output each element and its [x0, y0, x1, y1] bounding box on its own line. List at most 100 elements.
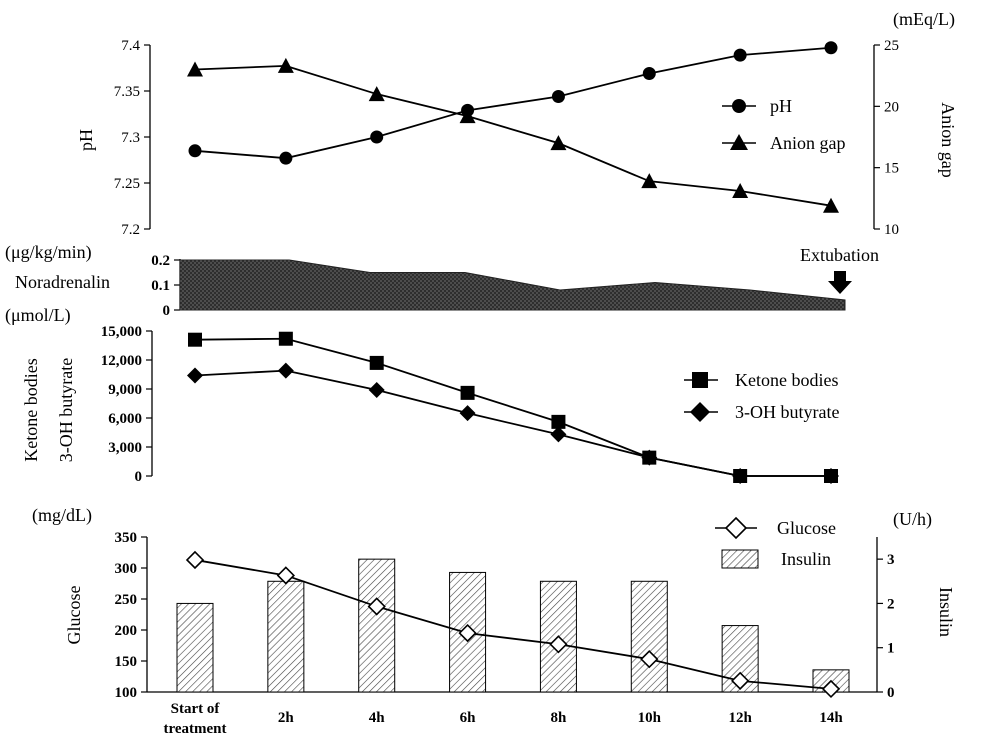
3-oh-butyrate-point — [277, 362, 294, 379]
glucose-legend-item: Glucose — [715, 516, 836, 540]
ketone-bodies-point — [460, 385, 475, 400]
ph-point — [279, 151, 293, 165]
anion-gap-unit: (mEq/L) — [893, 9, 955, 30]
ketone-bodies-point — [278, 331, 293, 346]
insulin-axis-label: Insulin — [936, 587, 956, 637]
insulin-tick-label: 0 — [887, 685, 895, 701]
ph-legend-marker — [732, 99, 746, 113]
anion-gap-tick-label: 15 — [884, 161, 899, 177]
noradrenalin-tick-label: 0 — [163, 303, 171, 319]
anion-gap-legend-item: Anion gap — [722, 133, 846, 153]
ketone-tick-label: 15,000 — [101, 324, 142, 340]
3-oh-butyrate-point — [187, 367, 203, 384]
glucose-point — [367, 597, 386, 616]
3-oh-butyrate-point — [823, 468, 839, 484]
x-tick-label: 10h — [638, 710, 662, 726]
anion-gap-point — [550, 135, 567, 151]
ketone-tick-label: 6,000 — [108, 411, 142, 427]
butyrate-legend-marker — [690, 402, 710, 422]
x-tick-label: 14h — [819, 710, 843, 726]
insulin-unit: (U/h) — [893, 509, 932, 530]
ketone-unit: (μmol/L) — [5, 305, 71, 326]
insulin-legend-swatch — [721, 549, 759, 569]
glucose-axis-label: Glucose — [64, 585, 84, 644]
insulin-bar — [358, 558, 396, 693]
x-tick-label: Start of treatment — [163, 701, 226, 737]
ph-tick-label: 7.2 — [121, 222, 140, 238]
noradrenalin-label: Noradrenalin — [15, 272, 110, 292]
anion-gap-tick-label: 10 — [884, 222, 899, 238]
glucose-line — [194, 559, 832, 690]
noradrenalin-area — [179, 259, 846, 311]
glucose-unit: (mg/dL) — [32, 505, 92, 526]
glucose-tick-label: 250 — [115, 592, 138, 608]
3-oh-butyrate-point — [368, 381, 385, 398]
anion-gap-point — [187, 61, 203, 77]
insulin-bar — [630, 580, 668, 693]
ketone-bodies-legend-label: Ketone bodies — [735, 370, 838, 390]
insulin-tick-label: 1 — [887, 641, 895, 657]
butyrate-legend-label: 3-OH butyrate — [735, 402, 839, 422]
glucose-point — [640, 650, 659, 669]
insulin-tick-label: 2 — [887, 596, 895, 612]
ketone-panel: (μmol/L) Ketone bodies 3-OH butyrate 0 3,… — [5, 305, 839, 485]
glucose-point — [185, 550, 205, 570]
x-tick-label: 12h — [728, 710, 752, 726]
anion-gap-line — [194, 64, 832, 207]
ph-axis-label: pH — [76, 129, 96, 151]
anion-gap-axis-label: Anion gap — [938, 102, 958, 178]
glucose-point — [276, 566, 295, 585]
3-oh-butyrate-point — [641, 449, 658, 466]
glucose-tick-label: 300 — [115, 561, 138, 577]
glucose-tick-label: 150 — [115, 654, 138, 670]
ph-point — [733, 48, 747, 62]
ph-tick-label: 7.25 — [114, 176, 140, 192]
anion-gap-point — [641, 173, 658, 189]
glucose-point — [731, 671, 750, 690]
ketone-tick-label: 9,000 — [108, 382, 142, 398]
x-tick-label: 8h — [551, 710, 568, 726]
glucose-point — [458, 623, 477, 643]
3-oh-butyrate-point — [732, 468, 749, 484]
x-tick-label: 4h — [369, 710, 386, 726]
extubation-annotation: Extubation — [800, 245, 879, 265]
ph-legend-item: pH — [722, 96, 792, 116]
ph-point — [188, 144, 202, 158]
ph-line — [194, 46, 832, 160]
anion-gap-legend-marker — [730, 134, 748, 150]
ketone-tick-label: 3,000 — [108, 440, 142, 456]
3-oh-butyrate-point — [459, 405, 476, 422]
noradrenalin-panel: (μg/kg/min) Noradrenalin 0 0.1 0.2 Extubat… — [5, 242, 879, 319]
insulin-legend-label: Insulin — [781, 549, 831, 569]
ketone-tick-label: 12,000 — [101, 353, 142, 369]
ketone-bodies-point — [369, 355, 384, 370]
anion-gap-tick-label: 20 — [884, 99, 899, 115]
anion-gap-legend-label: Anion gap — [770, 133, 846, 153]
ph-point — [824, 41, 838, 55]
ketone-bodies-point — [551, 414, 566, 429]
ph-point — [642, 67, 656, 81]
extubation-arrow-icon — [828, 271, 852, 294]
ketone-axis-label-1: Ketone bodies — [21, 358, 41, 461]
insulin-legend-item: Insulin — [721, 549, 831, 569]
anion-gap-point — [459, 108, 476, 124]
ph-legend-label: pH — [770, 96, 792, 116]
anion-gap-tick-label: 25 — [884, 38, 899, 54]
3-oh-butyrate-point — [550, 426, 567, 443]
ph-tick-label: 7.3 — [121, 130, 140, 146]
x-tick-label: 2h — [278, 710, 295, 726]
ph-anion-gap-panel: 7.2 7.25 7.3 7.35 7.4 10 15 20 25 pH (mEq/L) An… — [76, 9, 958, 238]
insulin-tick-label: 3 — [887, 552, 895, 568]
3-oh-butyrate-line — [194, 369, 831, 477]
ketone-bodies-point — [188, 332, 202, 347]
ph-point — [370, 130, 384, 144]
insulin-bar — [176, 602, 214, 693]
glucose-legend-label: Glucose — [777, 518, 836, 538]
butyrate-legend-item: 3-OH butyrate — [684, 402, 839, 422]
noradrenalin-tick-label: 0.1 — [151, 278, 170, 294]
ketone-bodies-legend-item: Ketone bodies — [684, 370, 838, 390]
anion-gap-point — [368, 86, 385, 102]
x-tick-label: 6h — [460, 710, 477, 726]
glucose-point — [549, 635, 568, 654]
